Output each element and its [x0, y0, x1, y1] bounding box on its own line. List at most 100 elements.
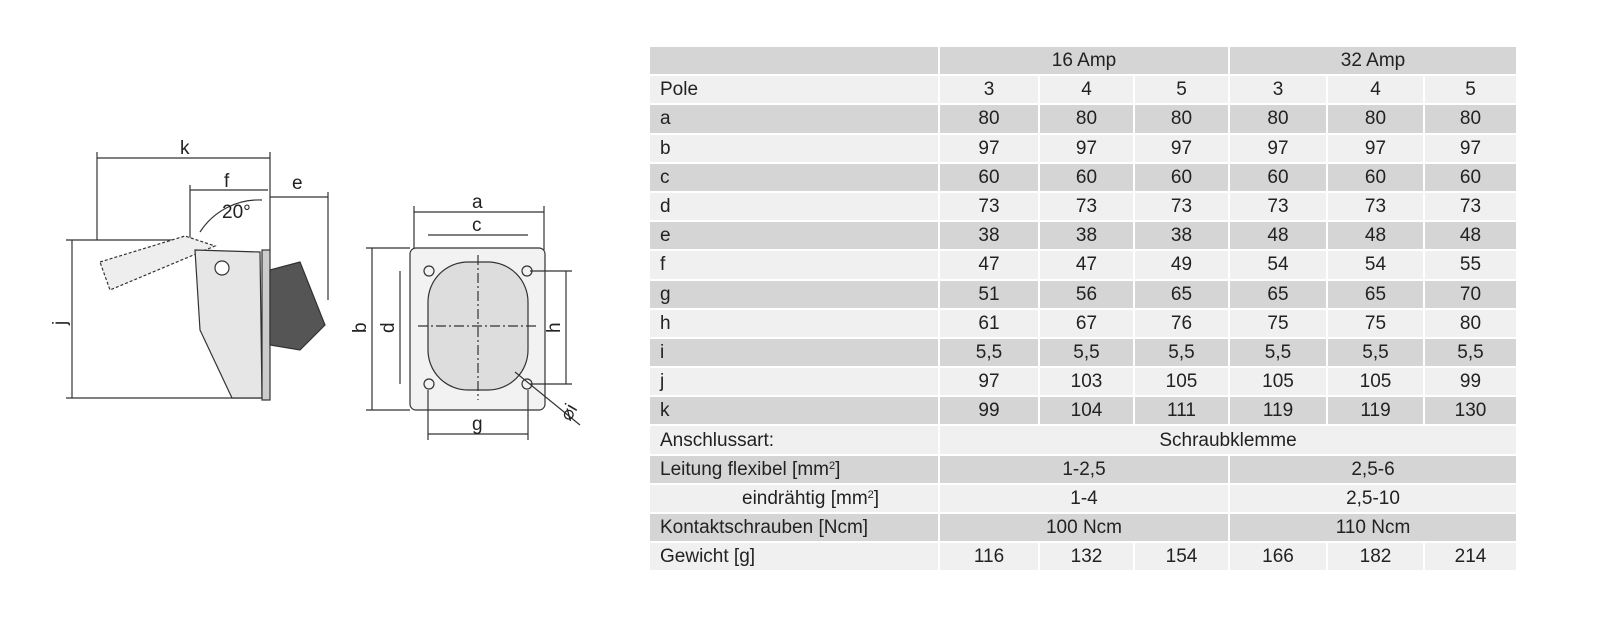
cell: 80	[1230, 105, 1326, 133]
row-label: Gewicht [g]	[650, 543, 938, 571]
row-label: eindrähtig [mm2]	[650, 484, 938, 512]
cell: 76	[1135, 309, 1228, 337]
cell: 3	[940, 76, 1038, 104]
cell: 132	[1040, 543, 1133, 571]
cell: 111	[1135, 397, 1228, 425]
spec-table: 16 Amp 32 Amp Pole 3 4 5 3 4 5 a 80 80 80 80…	[648, 45, 1518, 572]
dimension-row: h 61 67 76 75 75 80	[650, 309, 1516, 337]
label-g: g	[472, 414, 483, 435]
cell: 38	[1135, 222, 1228, 250]
cell: 80	[1135, 105, 1228, 133]
row-label: Leitung flexibel [mm2]	[650, 455, 938, 483]
group-16a: 16 Amp	[940, 47, 1228, 75]
cell: 97	[1135, 134, 1228, 162]
cell: 5	[1135, 76, 1228, 104]
cell: 73	[1328, 192, 1423, 221]
cell: 80	[1425, 309, 1516, 337]
cell: 97	[1425, 134, 1516, 162]
cell: 154	[1135, 543, 1228, 571]
dimension-row: i 5,5 5,5 5,5 5,5 5,5 5,5	[650, 338, 1516, 367]
cell: 65	[1135, 280, 1228, 308]
cell: 1-4	[940, 484, 1228, 512]
cell: 166	[1230, 543, 1326, 571]
row-label: i	[650, 338, 938, 367]
label-j: j	[50, 321, 71, 326]
cell: 2,5-10	[1230, 484, 1516, 512]
eindraehtig-row: eindrähtig [mm2] 1-4 2,5-10	[650, 484, 1516, 512]
cell: 97	[1230, 134, 1326, 162]
cell: 60	[940, 163, 1038, 191]
dimension-row: f 47 47 49 54 54 55	[650, 251, 1516, 279]
cell: 105	[1328, 368, 1423, 396]
cell: 97	[940, 134, 1038, 162]
cell: 47	[940, 251, 1038, 279]
label-a: a	[472, 192, 483, 213]
row-label: k	[650, 397, 938, 425]
dimension-row: k 99 104 111 119 119 130	[650, 397, 1516, 425]
cell: 116	[940, 543, 1038, 571]
label-f: f	[224, 171, 230, 192]
cell: 80	[940, 105, 1038, 133]
cell: 4	[1328, 76, 1423, 104]
cell: 5,5	[1425, 338, 1516, 367]
cell: 80	[1040, 105, 1133, 133]
cell: 5,5	[1135, 338, 1228, 367]
cell: 99	[1425, 368, 1516, 396]
pole-row: Pole 3 4 5 3 4 5	[650, 76, 1516, 104]
label-angle: 20°	[222, 202, 251, 223]
cell: 5,5	[940, 338, 1038, 367]
cell: 105	[1230, 368, 1326, 396]
cell: 38	[1040, 222, 1133, 250]
dimension-row: d 73 73 73 73 73 73	[650, 192, 1516, 221]
cell: 80	[1328, 105, 1423, 133]
cell: 60	[1230, 163, 1326, 191]
cell: 60	[1425, 163, 1516, 191]
cell: 67	[1040, 309, 1133, 337]
cell: 75	[1230, 309, 1326, 337]
cell: 105	[1135, 368, 1228, 396]
cell: 182	[1328, 543, 1423, 571]
cell: 60	[1040, 163, 1133, 191]
cell: 38	[940, 222, 1038, 250]
anschluss-row: Anschlussart: Schraubklemme	[650, 426, 1516, 454]
side-view	[66, 152, 329, 401]
row-label: e	[650, 222, 938, 250]
gewicht-row: Gewicht [g] 116 132 154 166 182 214	[650, 543, 1516, 571]
cell: 1-2,5	[940, 455, 1228, 483]
cell: 2,5-6	[1230, 455, 1516, 483]
row-label: Pole	[650, 76, 938, 104]
dimension-row: a 80 80 80 80 80 80	[650, 105, 1516, 133]
cell: 73	[1040, 192, 1133, 221]
cell: 97	[940, 368, 1038, 396]
cell: 80	[1425, 105, 1516, 133]
row-label: d	[650, 192, 938, 221]
cell: 56	[1040, 280, 1133, 308]
cell: 48	[1230, 222, 1326, 250]
cell: 65	[1328, 280, 1423, 308]
dimension-row: e 38 38 38 48 48 48	[650, 222, 1516, 250]
header-row: 16 Amp 32 Amp	[650, 47, 1516, 75]
label-d: d	[378, 322, 399, 333]
leitung-flexibel-row: Leitung flexibel [mm2] 1-2,5 2,5-6	[650, 455, 1516, 483]
cell: 73	[1425, 192, 1516, 221]
cell: 5,5	[1040, 338, 1133, 367]
row-label: b	[650, 134, 938, 162]
dimension-drawing: k f e 20° j a c b d h g ⌀i	[50, 138, 582, 440]
cell: 48	[1425, 222, 1516, 250]
cell: 70	[1425, 280, 1516, 308]
cell: 5	[1425, 76, 1516, 104]
dimension-row: j 97 103 105 105 105 99	[650, 368, 1516, 396]
label-e: e	[292, 173, 303, 194]
label-h: h	[544, 322, 565, 333]
group-32a: 32 Amp	[1230, 47, 1516, 75]
cell: 54	[1328, 251, 1423, 279]
row-label: Kontaktschrauben [Ncm]	[650, 514, 938, 542]
label-c: c	[472, 215, 482, 236]
cell: 47	[1040, 251, 1133, 279]
cell: 4	[1040, 76, 1133, 104]
cell: 5,5	[1230, 338, 1326, 367]
cell: 55	[1425, 251, 1516, 279]
row-label: j	[650, 368, 938, 396]
row-label: f	[650, 251, 938, 279]
cell: 54	[1230, 251, 1326, 279]
